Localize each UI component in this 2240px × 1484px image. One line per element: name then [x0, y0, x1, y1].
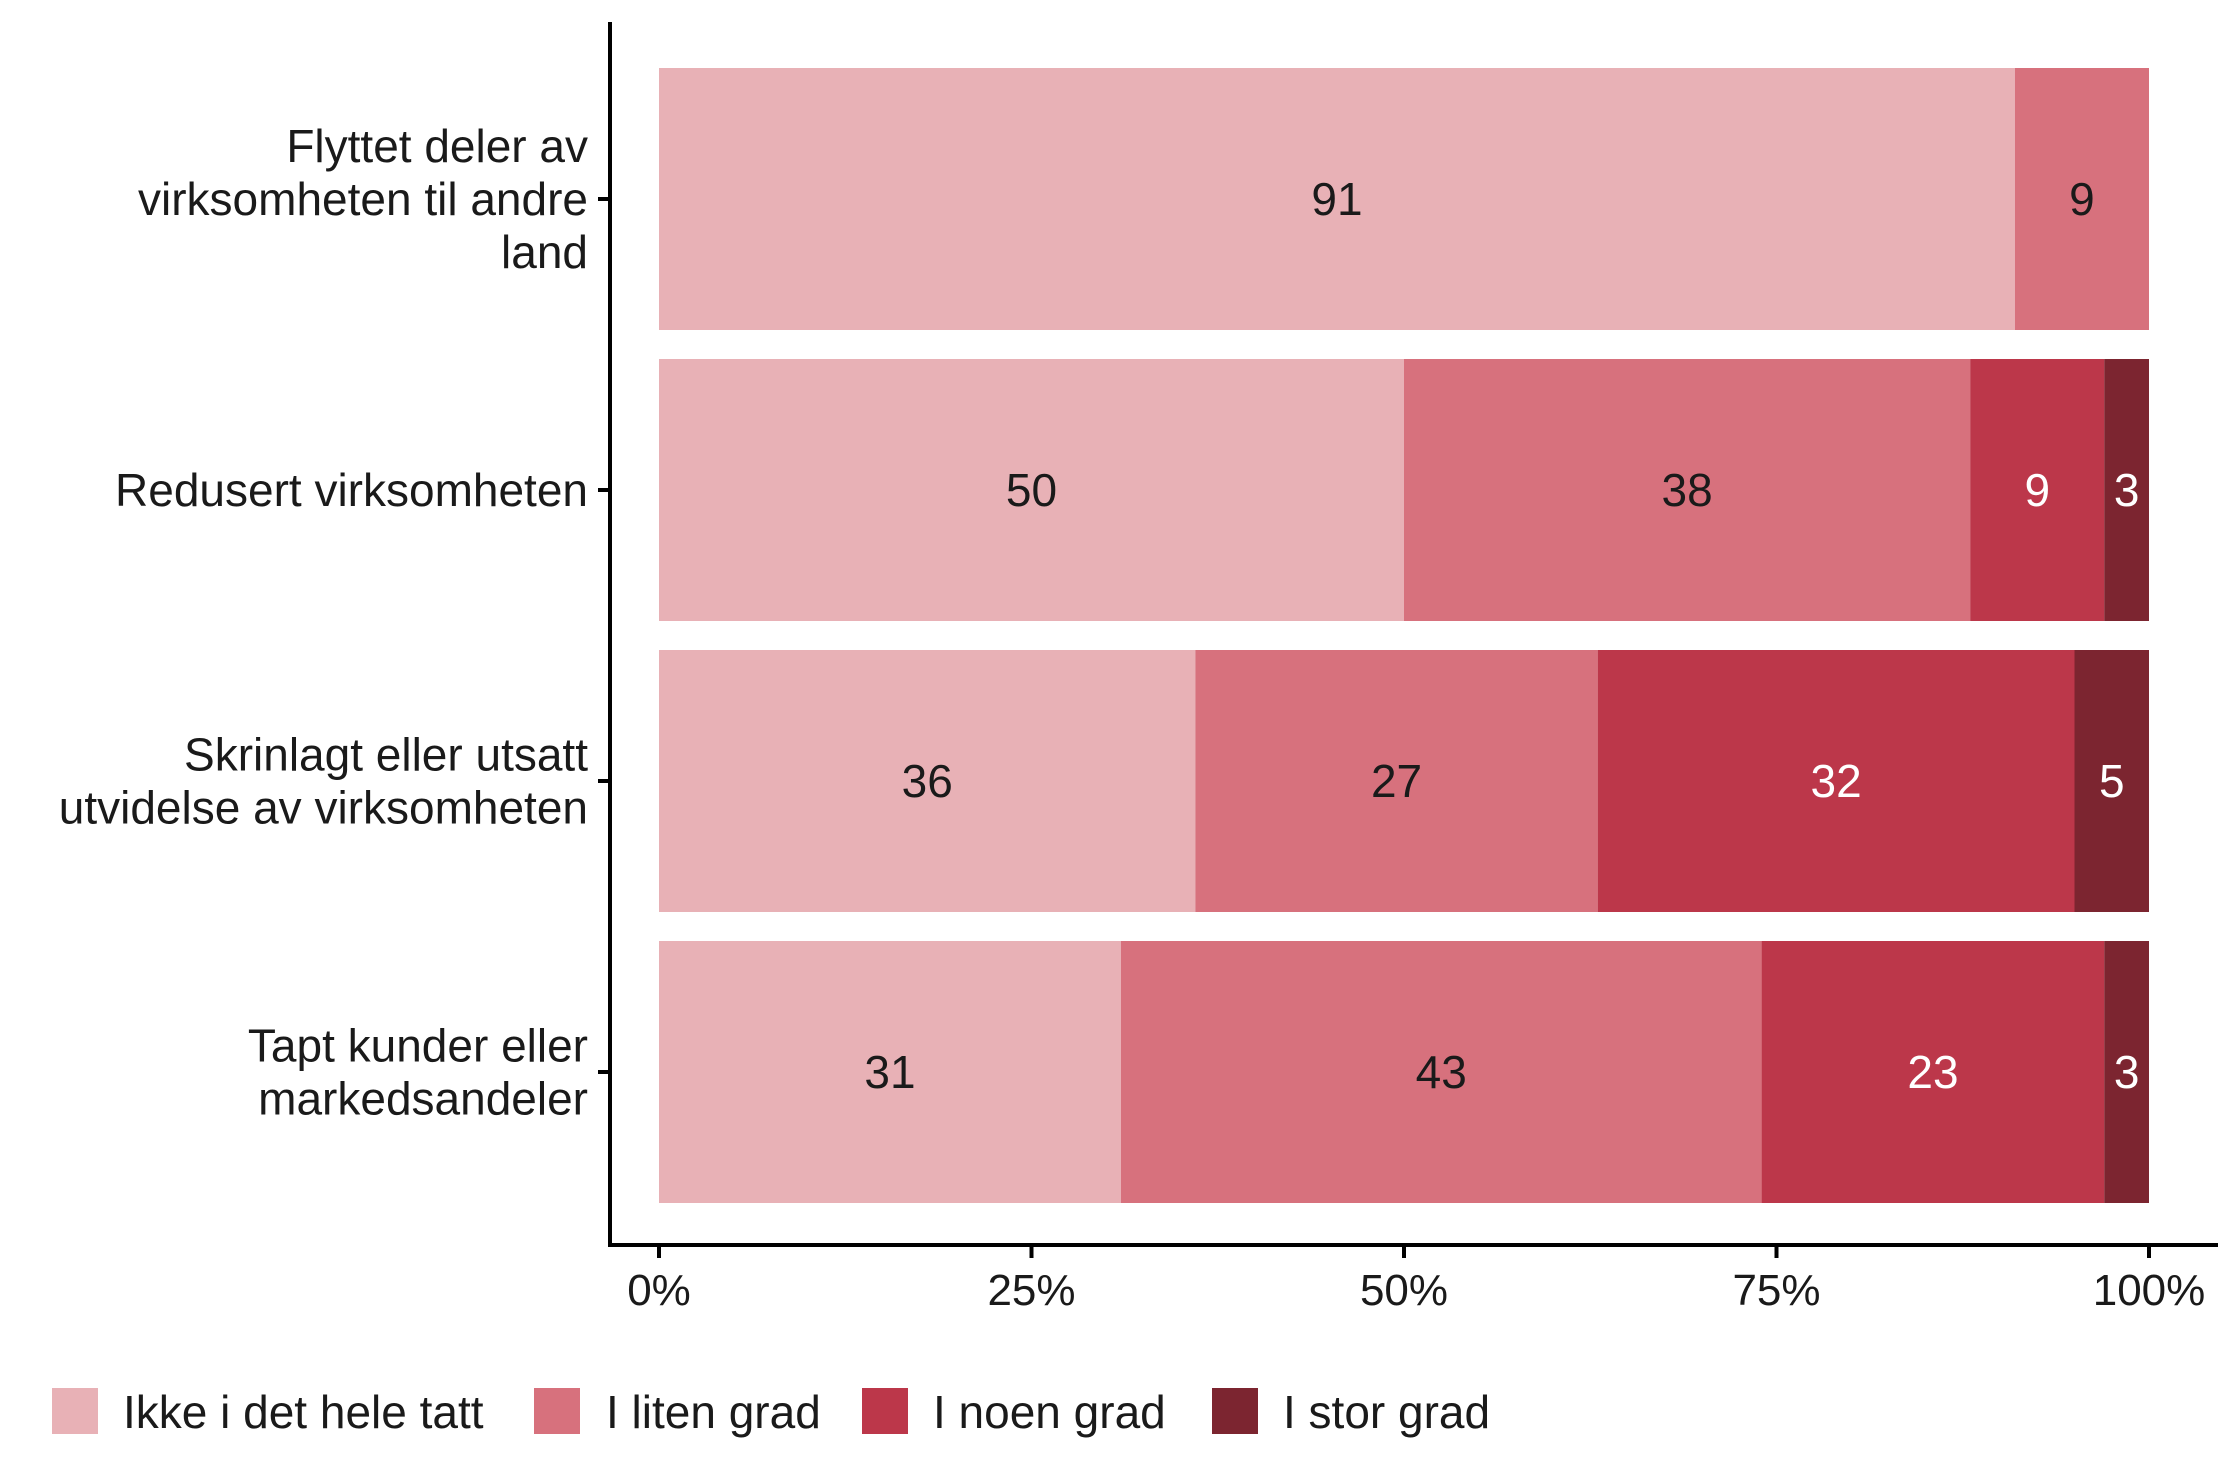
category-label-line: markedsandeler	[258, 1073, 588, 1125]
bar-segment	[1120, 941, 1762, 1203]
bar-segment	[659, 941, 1121, 1203]
bar-segment	[2104, 359, 2149, 621]
bar-segment	[1404, 359, 1971, 621]
x-tick-label: 75%	[1732, 1266, 1820, 1315]
bar-segment	[1761, 941, 2105, 1203]
bars-group	[659, 68, 2149, 1203]
category-label-line: Tapt kunder eller	[248, 1020, 588, 1072]
data-label: 23	[1907, 1046, 1958, 1098]
legend-swatch	[1212, 1388, 1258, 1434]
data-label: 9	[2024, 464, 2050, 516]
data-label: 3	[2114, 464, 2140, 516]
data-label: 50	[1006, 464, 1057, 516]
category-label: Redusert virksomheten	[115, 464, 588, 516]
bar-segment	[2104, 941, 2149, 1203]
bar-segment	[659, 68, 2015, 330]
category-label-line: virksomheten til andre	[138, 173, 588, 225]
x-tick-label: 25%	[987, 1266, 1075, 1315]
data-label: 5	[2099, 755, 2125, 807]
category-labels-group: Flyttet deler av virksomheten til andre la…	[59, 120, 610, 1125]
bar-segment	[659, 359, 1404, 621]
legend-swatch	[862, 1388, 908, 1434]
x-tick-label: 100%	[2093, 1266, 2206, 1315]
category-label-line: Redusert virksomheten	[115, 464, 588, 516]
bar-segment	[659, 650, 1196, 912]
bar-segment	[2014, 68, 2149, 330]
x-tick-label: 50%	[1360, 1266, 1448, 1315]
axes-group	[608, 22, 2218, 1247]
data-label: 43	[1416, 1046, 1467, 1098]
legend-label: I stor grad	[1283, 1386, 1490, 1438]
legend-label: I liten grad	[606, 1386, 821, 1438]
data-labels-group: 91 9 50 38 9 3 36 27 32 5 31 43 23 3	[864, 173, 2139, 1098]
legend: Ikke i det hele tatt I liten grad I noen g…	[52, 1386, 1490, 1438]
bar-segment	[1970, 359, 2105, 621]
category-label-line: Skrinlagt eller utsatt	[184, 729, 588, 781]
legend-label: Ikke i det hele tatt	[123, 1386, 484, 1438]
category-label: Skrinlagt eller utsatt utvidelse av virks…	[59, 729, 588, 834]
legend-swatch	[534, 1388, 580, 1434]
x-ticks-group: 0% 25% 50% 75% 100%	[627, 1245, 2205, 1315]
bar-segment	[1597, 650, 2075, 912]
data-label: 27	[1371, 755, 1422, 807]
data-label: 91	[1311, 173, 1362, 225]
legend-label: I noen grad	[933, 1386, 1166, 1438]
category-label: Flyttet deler av virksomheten til andre la…	[138, 120, 588, 278]
legend-swatch	[52, 1388, 98, 1434]
category-label-line: land	[501, 226, 588, 278]
category-label: Tapt kunder eller markedsandeler	[248, 1020, 588, 1125]
data-label: 3	[2114, 1046, 2140, 1098]
data-label: 9	[2069, 173, 2095, 225]
data-label: 38	[1662, 464, 1713, 516]
bar-segment	[2074, 650, 2149, 912]
category-label-line: Flyttet deler av	[286, 120, 588, 172]
data-label: 36	[902, 755, 953, 807]
bar-segment	[1195, 650, 1598, 912]
data-label: 31	[864, 1046, 915, 1098]
data-label: 32	[1811, 755, 1862, 807]
x-tick-label: 0%	[627, 1266, 691, 1315]
category-label-line: utvidelse av virksomheten	[59, 782, 588, 834]
